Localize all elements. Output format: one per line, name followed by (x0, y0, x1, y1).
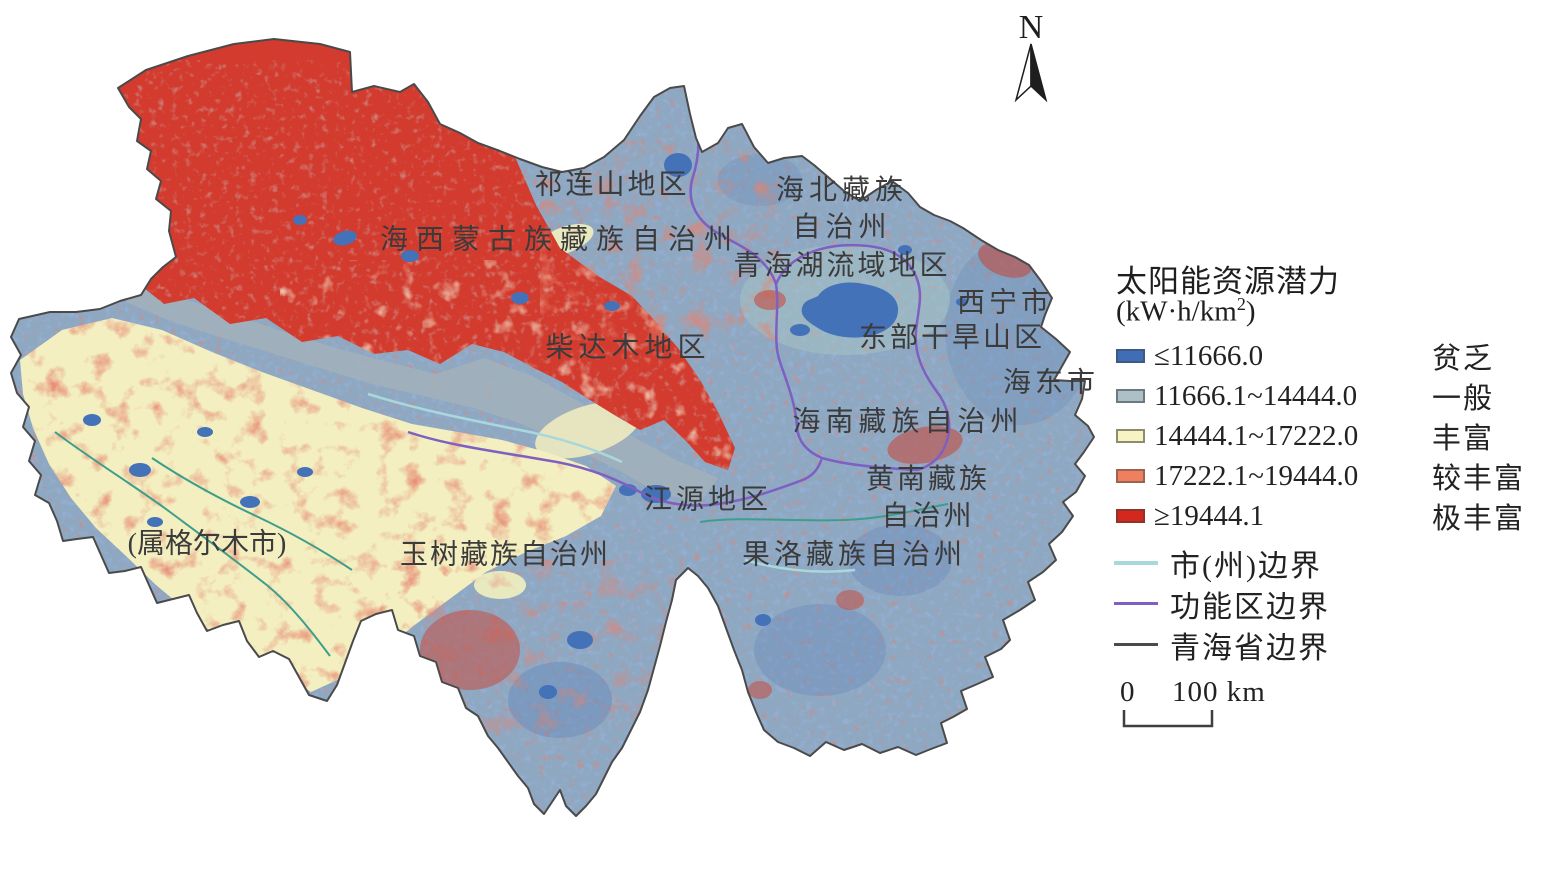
legend-boundary-label: 青海省边界 (1170, 631, 1330, 665)
legend-class-swatch (1116, 429, 1145, 443)
legend-class-swatch (1116, 349, 1145, 363)
legend-class-range: 14444.1~17222.0 (1154, 419, 1359, 452)
legend-class-row: ≥19444.1 极丰富 (1114, 496, 1542, 536)
legend-class-row: 11666.1~14444.0 一般 (1114, 376, 1542, 416)
legend-boundary-line-swatch (1114, 602, 1158, 605)
scale-zero-label: 0 (1120, 676, 1135, 708)
legend-boundary-row: 青海省边界 (1114, 624, 1542, 665)
legend-unit: (kW·h/km2) (1116, 294, 1255, 329)
legend-boundary-row: 功能区边界 (1114, 583, 1542, 624)
scale-bar-bracket (1122, 710, 1214, 728)
legend-classes: ≤11666.0 贫乏 11666.1~14444.0 一般 14444.1~17222… (1114, 336, 1542, 536)
legend-class-range: ≤11666.0 (1154, 339, 1264, 372)
river-lines (54, 431, 949, 657)
legend-class-rating: 极丰富 (1432, 503, 1526, 535)
legend-unit-sup: 2 (1236, 294, 1246, 314)
legend-boundary-line-swatch (1114, 643, 1158, 646)
qinghai-lake (801, 282, 899, 338)
legend-class-swatch (1116, 389, 1145, 403)
legend-unit-prefix: (kW·h/km (1116, 295, 1237, 328)
north-arrow-icon: N (1014, 9, 1048, 103)
lakes-layer (83, 153, 968, 699)
legend-boundary-row: 市(州)边界 (1114, 542, 1542, 583)
legend-boundary-line-swatch (1114, 560, 1158, 565)
legend-class-rating: 贫乏 (1432, 343, 1495, 375)
legend-class-rating: 较丰富 (1432, 463, 1526, 495)
scale-distance-label: 100 km (1172, 676, 1266, 708)
legend-boundaries: 市(州)边界 功能区边界青海省边界 (1114, 542, 1542, 665)
legend-unit-suffix: ) (1245, 295, 1256, 328)
legend-class-row: 14444.1~17222.0 丰富 (1114, 416, 1542, 456)
legend-class-row: ≤11666.0 贫乏 (1114, 336, 1542, 376)
legend-class-rating: 丰富 (1432, 423, 1495, 455)
legend-class-range: 11666.1~14444.0 (1154, 379, 1358, 412)
legend-class-rating: 一般 (1432, 383, 1495, 415)
legend-class-row: 17222.1~19444.0 较丰富 (1114, 456, 1542, 496)
north-arrow-label: N (1019, 9, 1044, 46)
legend-class-swatch (1116, 509, 1145, 523)
legend-boundary-label: 市(州)边界 (1170, 549, 1322, 583)
legend-class-swatch (1116, 469, 1145, 483)
legend-boundary-label: 功能区边界 (1170, 590, 1330, 624)
legend-class-range: 17222.1~19444.0 (1154, 459, 1359, 492)
solar-raster-layer (11, 39, 1094, 816)
city-boundary-lines (367, 392, 856, 573)
legend-title: 太阳能资源潜力 (1116, 264, 1340, 299)
legend-class-range: ≥19444.1 (1154, 499, 1265, 532)
